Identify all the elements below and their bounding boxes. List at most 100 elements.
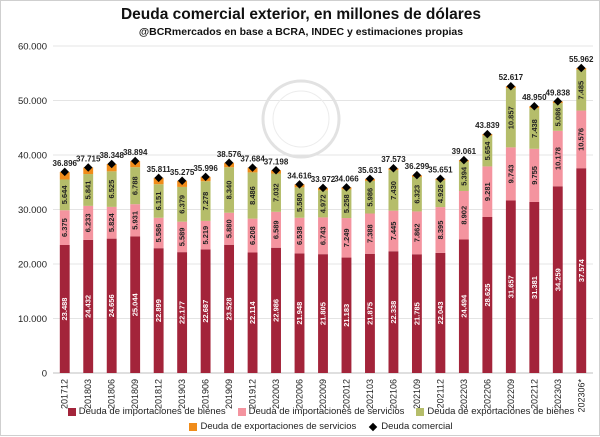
data-label: 9.743 xyxy=(506,165,515,184)
total-label: 36.299 xyxy=(405,162,430,171)
total-label: 38.894 xyxy=(123,148,148,157)
bar-segment xyxy=(411,211,422,255)
bar-segment xyxy=(505,200,516,373)
data-label: 37.574 xyxy=(577,258,586,282)
total-marker xyxy=(224,158,234,168)
total-label: 37.573 xyxy=(381,155,406,164)
total-marker xyxy=(459,155,469,165)
data-label: 5.824 xyxy=(107,213,116,233)
bar-segment xyxy=(294,217,305,254)
x-tick-label: 202106 xyxy=(388,379,398,409)
data-label: 22.986 xyxy=(272,299,281,322)
bar-segment xyxy=(153,248,164,373)
data-label: 7.485 xyxy=(577,81,586,100)
total-label: 35.996 xyxy=(193,164,218,173)
total-label: 49.838 xyxy=(546,88,571,97)
data-label: 10.178 xyxy=(553,147,562,170)
x-tick-label: 202009 xyxy=(318,379,328,409)
data-label: 9.281 xyxy=(483,182,492,201)
data-label: 6.323 xyxy=(412,185,421,204)
data-label: 6.233 xyxy=(84,213,93,232)
bar-segment xyxy=(106,206,117,239)
total-label: 55.962 xyxy=(569,55,594,64)
total-marker xyxy=(154,173,163,183)
legend-item-imp-servicios: Deuda de importaciones de servicios xyxy=(237,406,404,417)
bar-segment xyxy=(247,172,258,219)
bar-segment xyxy=(177,221,188,253)
total-label: 37.715 xyxy=(76,154,101,163)
data-label: 8.486 xyxy=(248,186,257,205)
data-label: 7.249 xyxy=(342,228,351,247)
data-label: 7.445 xyxy=(389,222,398,241)
bar-segment xyxy=(552,130,563,187)
bar-segment xyxy=(200,181,211,221)
bar-segment xyxy=(247,252,258,373)
total-label: 52.617 xyxy=(499,73,524,82)
bar-segment xyxy=(130,204,141,237)
bar-segment xyxy=(294,187,305,218)
data-label: 21.948 xyxy=(295,302,304,325)
bar-segment xyxy=(83,239,94,373)
bar-segment xyxy=(83,174,94,206)
data-label: 22.687 xyxy=(201,300,210,323)
total-marker xyxy=(107,159,116,169)
legend-item-exp-bienes: Deuda de exportaciones de bienes xyxy=(416,406,574,417)
total-label: 39.061 xyxy=(452,147,477,156)
bar-segment xyxy=(153,217,164,249)
data-label: 5.654 xyxy=(483,141,492,161)
total-label: 35.631 xyxy=(358,166,383,175)
total-marker xyxy=(60,167,69,177)
data-label: 6.208 xyxy=(248,226,257,245)
bar-segment xyxy=(365,213,375,254)
y-tick-label: 60.000 xyxy=(18,42,47,53)
bar-segment xyxy=(482,135,493,167)
data-label: 4.926 xyxy=(436,184,445,203)
total-marker xyxy=(412,170,422,180)
bar-segment xyxy=(505,147,516,201)
bar-segment xyxy=(224,212,235,245)
bar-segment xyxy=(59,179,70,211)
total-marker xyxy=(318,183,328,193)
chart-title: Deuda comercial exterior, en millones de… xyxy=(120,6,482,23)
data-label: 8.340 xyxy=(225,181,234,200)
bar-segment xyxy=(505,88,516,148)
x-tick-label: 201712 xyxy=(60,379,70,409)
bar-segment xyxy=(482,166,493,217)
total-label: 35.811 xyxy=(147,165,172,174)
data-label: 7.278 xyxy=(201,192,210,211)
data-label: 7.862 xyxy=(412,223,421,242)
data-label: 21.785 xyxy=(412,302,421,325)
total-marker xyxy=(248,163,257,172)
data-label: 6.743 xyxy=(319,226,328,245)
x-tick-label: 201806 xyxy=(107,379,117,409)
data-label: 7.438 xyxy=(530,119,539,138)
data-label: 31.657 xyxy=(506,275,515,298)
x-tick-label: 201903 xyxy=(177,379,187,409)
total-marker xyxy=(436,174,445,183)
bar-segment xyxy=(294,253,305,373)
data-label: 24.494 xyxy=(459,294,468,318)
total-marker xyxy=(83,163,93,172)
bar-segment xyxy=(59,244,70,373)
data-label: 31.381 xyxy=(530,276,539,299)
bar-segment xyxy=(458,190,469,240)
bar-segment xyxy=(106,171,117,207)
bar-segment xyxy=(388,251,399,373)
bar-segment xyxy=(482,216,493,373)
data-label: 5.931 xyxy=(131,211,140,230)
data-label: 6.375 xyxy=(60,218,69,237)
total-marker xyxy=(295,180,304,189)
data-label: 34.259 xyxy=(553,268,562,291)
data-label: 6.151 xyxy=(154,192,163,211)
data-label: 7.388 xyxy=(365,224,374,243)
x-tick-label: 201912 xyxy=(248,379,258,409)
bar-segment xyxy=(271,211,281,248)
data-label: 23.488 xyxy=(60,298,69,321)
data-label: 5.644 xyxy=(60,185,69,205)
bar-segment xyxy=(341,257,352,373)
data-label: 22.177 xyxy=(178,301,187,324)
total-label: 38.576 xyxy=(217,150,242,159)
data-label: 5.258 xyxy=(342,194,351,213)
